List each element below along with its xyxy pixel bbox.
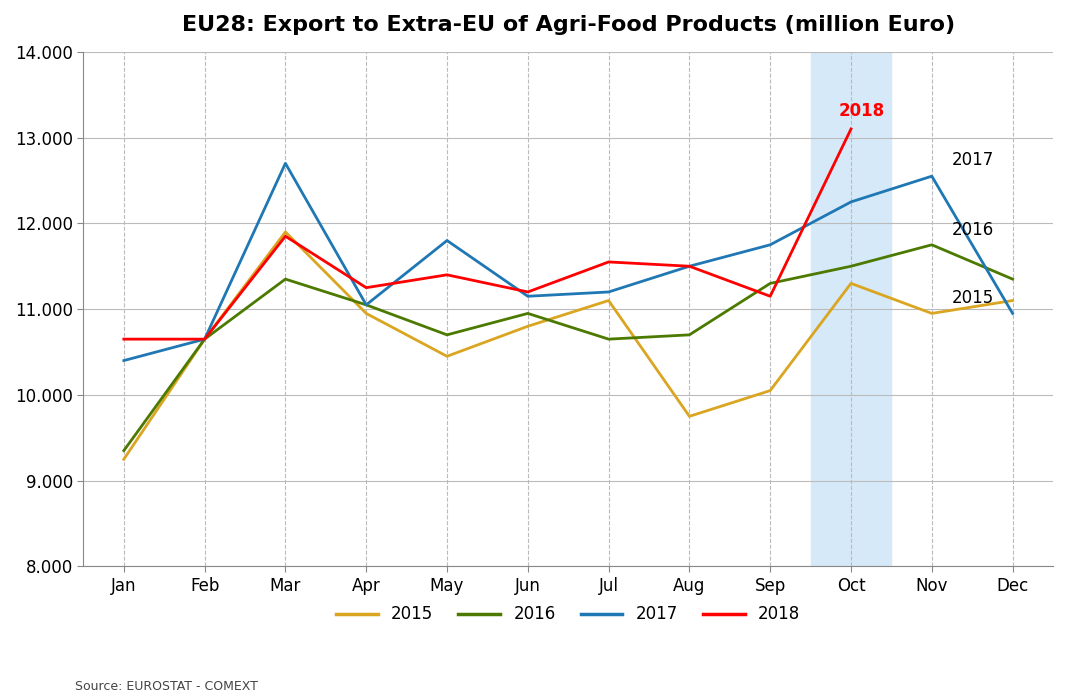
Legend: 2015, 2016, 2017, 2018: 2015, 2016, 2017, 2018 bbox=[330, 599, 807, 630]
Text: 2015: 2015 bbox=[952, 289, 994, 307]
Text: 2018: 2018 bbox=[838, 102, 885, 120]
Title: EU28: Export to Extra-EU of Agri-Food Products (million Euro): EU28: Export to Extra-EU of Agri-Food Pr… bbox=[182, 15, 955, 35]
Bar bbox=[811, 52, 892, 567]
Text: 2016: 2016 bbox=[952, 220, 994, 238]
Text: 2017: 2017 bbox=[952, 151, 994, 169]
Text: Source: EUROSTAT - COMEXT: Source: EUROSTAT - COMEXT bbox=[75, 680, 257, 693]
